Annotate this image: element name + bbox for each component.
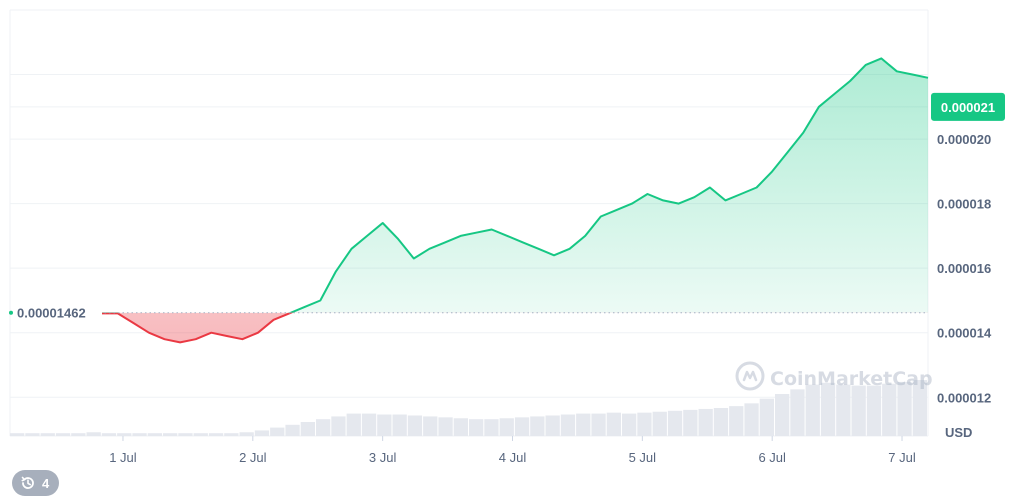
- y-tick-label: 0.000012: [937, 390, 991, 405]
- volume-bar: [300, 422, 315, 436]
- y-tick-label: 0.000020: [937, 132, 991, 147]
- volume-bar: [71, 433, 86, 436]
- volume-bar: [912, 380, 927, 436]
- volume-bar: [790, 389, 805, 436]
- volume-bar: [25, 433, 40, 436]
- volume-bar: [667, 410, 683, 436]
- area-above-baseline: [10, 58, 928, 313]
- volume-bar: [331, 416, 346, 436]
- volume-bar: [560, 414, 576, 436]
- volume-bar: [622, 413, 637, 436]
- volume-bar: [759, 398, 774, 436]
- volume-bar: [652, 411, 667, 436]
- volume-bar: [438, 417, 453, 436]
- volume-bar: [882, 383, 897, 436]
- history-badge[interactable]: 4: [12, 470, 60, 496]
- current-price-tag: 0.000021: [931, 92, 1005, 121]
- volume-bar: [346, 413, 361, 436]
- volume-bar: [775, 394, 790, 436]
- x-tick-label: 4 Jul: [499, 450, 527, 465]
- volume-bar: [423, 416, 438, 436]
- x-axis: 1 Jul 2 Jul 3 Jul 4 Jul 5 Jul 6 Jul 7 Jul: [109, 436, 916, 465]
- volume-bar: [453, 418, 468, 436]
- volume-bar: [744, 403, 759, 436]
- volume-bar: [851, 385, 866, 436]
- price-areas: [10, 58, 928, 343]
- watermark: CoinMarketCap: [735, 361, 933, 391]
- y-tick-label: 0.000014: [937, 326, 992, 341]
- volume-bar: [224, 433, 239, 436]
- price-line-up: [10, 57, 929, 313]
- price-lines: [10, 57, 929, 344]
- current-price-badge: [931, 92, 1005, 121]
- volume-bar: [316, 419, 331, 436]
- volume-bar: [514, 417, 530, 436]
- volume-bar: [866, 385, 882, 436]
- x-tick-label: 2 Jul: [239, 450, 267, 465]
- volume-bar: [55, 433, 71, 436]
- x-tick-label: 3 Jul: [369, 450, 397, 465]
- volume-bar: [254, 430, 270, 436]
- volume-bar: [208, 433, 224, 436]
- volume-bar: [729, 406, 744, 436]
- coinmarketcap-logo-icon: [735, 361, 765, 391]
- volume-bar: [897, 381, 912, 436]
- volume-bar: [637, 412, 652, 436]
- volume-bar: [683, 409, 698, 436]
- volume-bar: [163, 433, 178, 436]
- volume-bar: [10, 433, 25, 436]
- volume-bars: [10, 380, 927, 436]
- volume-bar: [147, 433, 162, 436]
- history-count: 4: [42, 475, 50, 491]
- x-tick-label: 7 Jul: [888, 450, 916, 465]
- volume-bar: [285, 424, 300, 436]
- baseline-start-dot: [9, 310, 13, 315]
- y-tick-label: 0.000018: [937, 197, 991, 212]
- volume-bar: [178, 433, 193, 436]
- volume-bar: [836, 384, 851, 436]
- current-price-label: 0.000021: [941, 100, 995, 115]
- volume-bar: [239, 432, 254, 436]
- volume-bar: [132, 433, 147, 436]
- volume-bar: [361, 413, 377, 436]
- baseline-label-bg: [12, 302, 102, 323]
- volume-bar: [499, 418, 514, 436]
- y-axis: 0.000012 0.000014 0.000016 0.000018 0.000020…: [937, 132, 992, 440]
- volume-bar: [545, 415, 560, 436]
- volume-bar: [407, 415, 423, 436]
- volume-bar: [713, 408, 729, 436]
- volume-bar: [117, 433, 132, 436]
- volume-bar: [606, 412, 621, 436]
- x-tick-label: 1 Jul: [109, 450, 137, 465]
- volume-bar: [820, 382, 836, 436]
- volume-bar: [377, 414, 392, 436]
- volume-bar: [805, 384, 820, 436]
- price-line-down: [10, 312, 294, 344]
- volume-bar: [270, 427, 285, 436]
- volume-bar: [392, 414, 407, 436]
- history-icon: [21, 476, 34, 489]
- volume-bar: [40, 433, 55, 436]
- y-tick-label: 0.000016: [937, 261, 991, 276]
- x-tick-label: 6 Jul: [758, 450, 786, 465]
- baseline-label: 0.00001462: [17, 306, 86, 321]
- volume-bar: [469, 419, 484, 436]
- area-below-baseline: [10, 312, 291, 343]
- watermark-text: CoinMarketCap: [770, 368, 933, 390]
- baseline: 0.00001462: [9, 302, 928, 323]
- volume-bar: [484, 419, 499, 436]
- currency-label: USD: [945, 425, 972, 440]
- volume-bar: [698, 408, 713, 436]
- volume-bar: [101, 433, 117, 436]
- volume-bar: [193, 433, 208, 436]
- volume-bar: [591, 413, 606, 436]
- volume-bar: [530, 416, 545, 436]
- volume-bar: [576, 413, 591, 436]
- volume-bar: [86, 432, 101, 436]
- x-tick-label: 5 Jul: [629, 450, 657, 465]
